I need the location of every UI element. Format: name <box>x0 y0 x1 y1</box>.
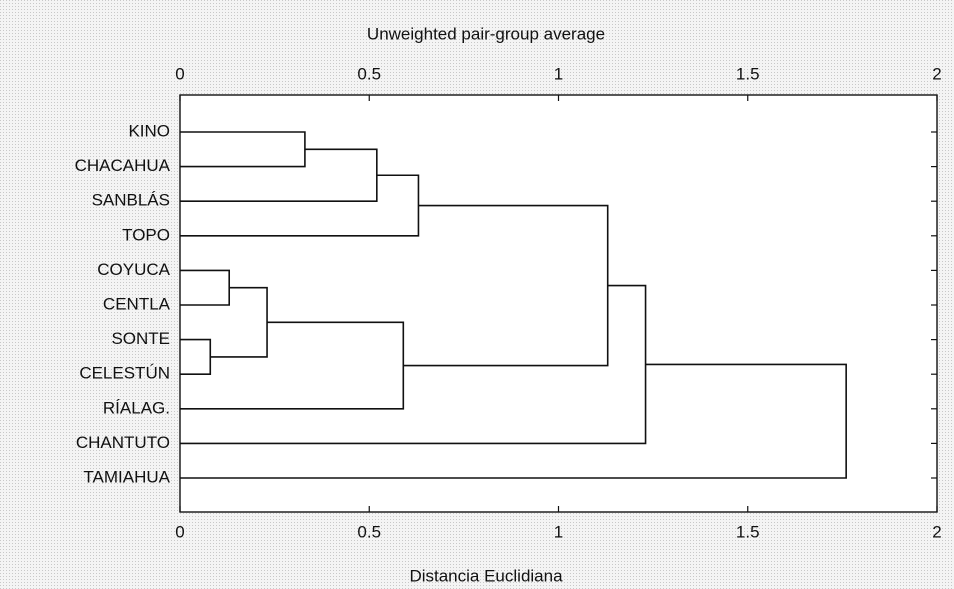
leaf-label: RÍALAG. <box>103 398 170 417</box>
x-tick-label-top: 0.5 <box>357 64 381 83</box>
leaf-label: SONTE <box>111 329 170 348</box>
leaf-label: SANBLÁS <box>92 191 170 210</box>
chart-title: Unweighted pair-group average <box>367 24 605 43</box>
leaf-label: COYUCA <box>97 260 170 279</box>
x-tick-label-bottom: 0 <box>175 522 184 541</box>
leaf-label: TOPO <box>122 225 170 244</box>
dendrogram-link <box>180 363 847 479</box>
leaf-label: CENTLA <box>103 294 171 313</box>
leaf-label: CHANTUTO <box>76 433 170 452</box>
x-axis-label: Distancia Euclidiana <box>409 566 563 585</box>
leaf-label: CELESTÚN <box>79 364 170 383</box>
plot-area <box>179 94 938 513</box>
x-tick-label-top: 0 <box>175 64 184 83</box>
x-tick-label-top: 2 <box>932 64 941 83</box>
x-tick-label-bottom: 0.5 <box>357 522 381 541</box>
x-tick-label-top: 1.5 <box>736 64 760 83</box>
x-tick-label-bottom: 1 <box>554 522 563 541</box>
leaf-label: CHACAHUA <box>75 156 171 175</box>
leaf-label: KINO <box>128 121 170 140</box>
x-tick-label-top: 1 <box>554 64 563 83</box>
x-tick-label-bottom: 2 <box>932 522 941 541</box>
x-tick-label-bottom: 1.5 <box>736 522 760 541</box>
leaf-label: TAMIAHUA <box>83 467 170 486</box>
